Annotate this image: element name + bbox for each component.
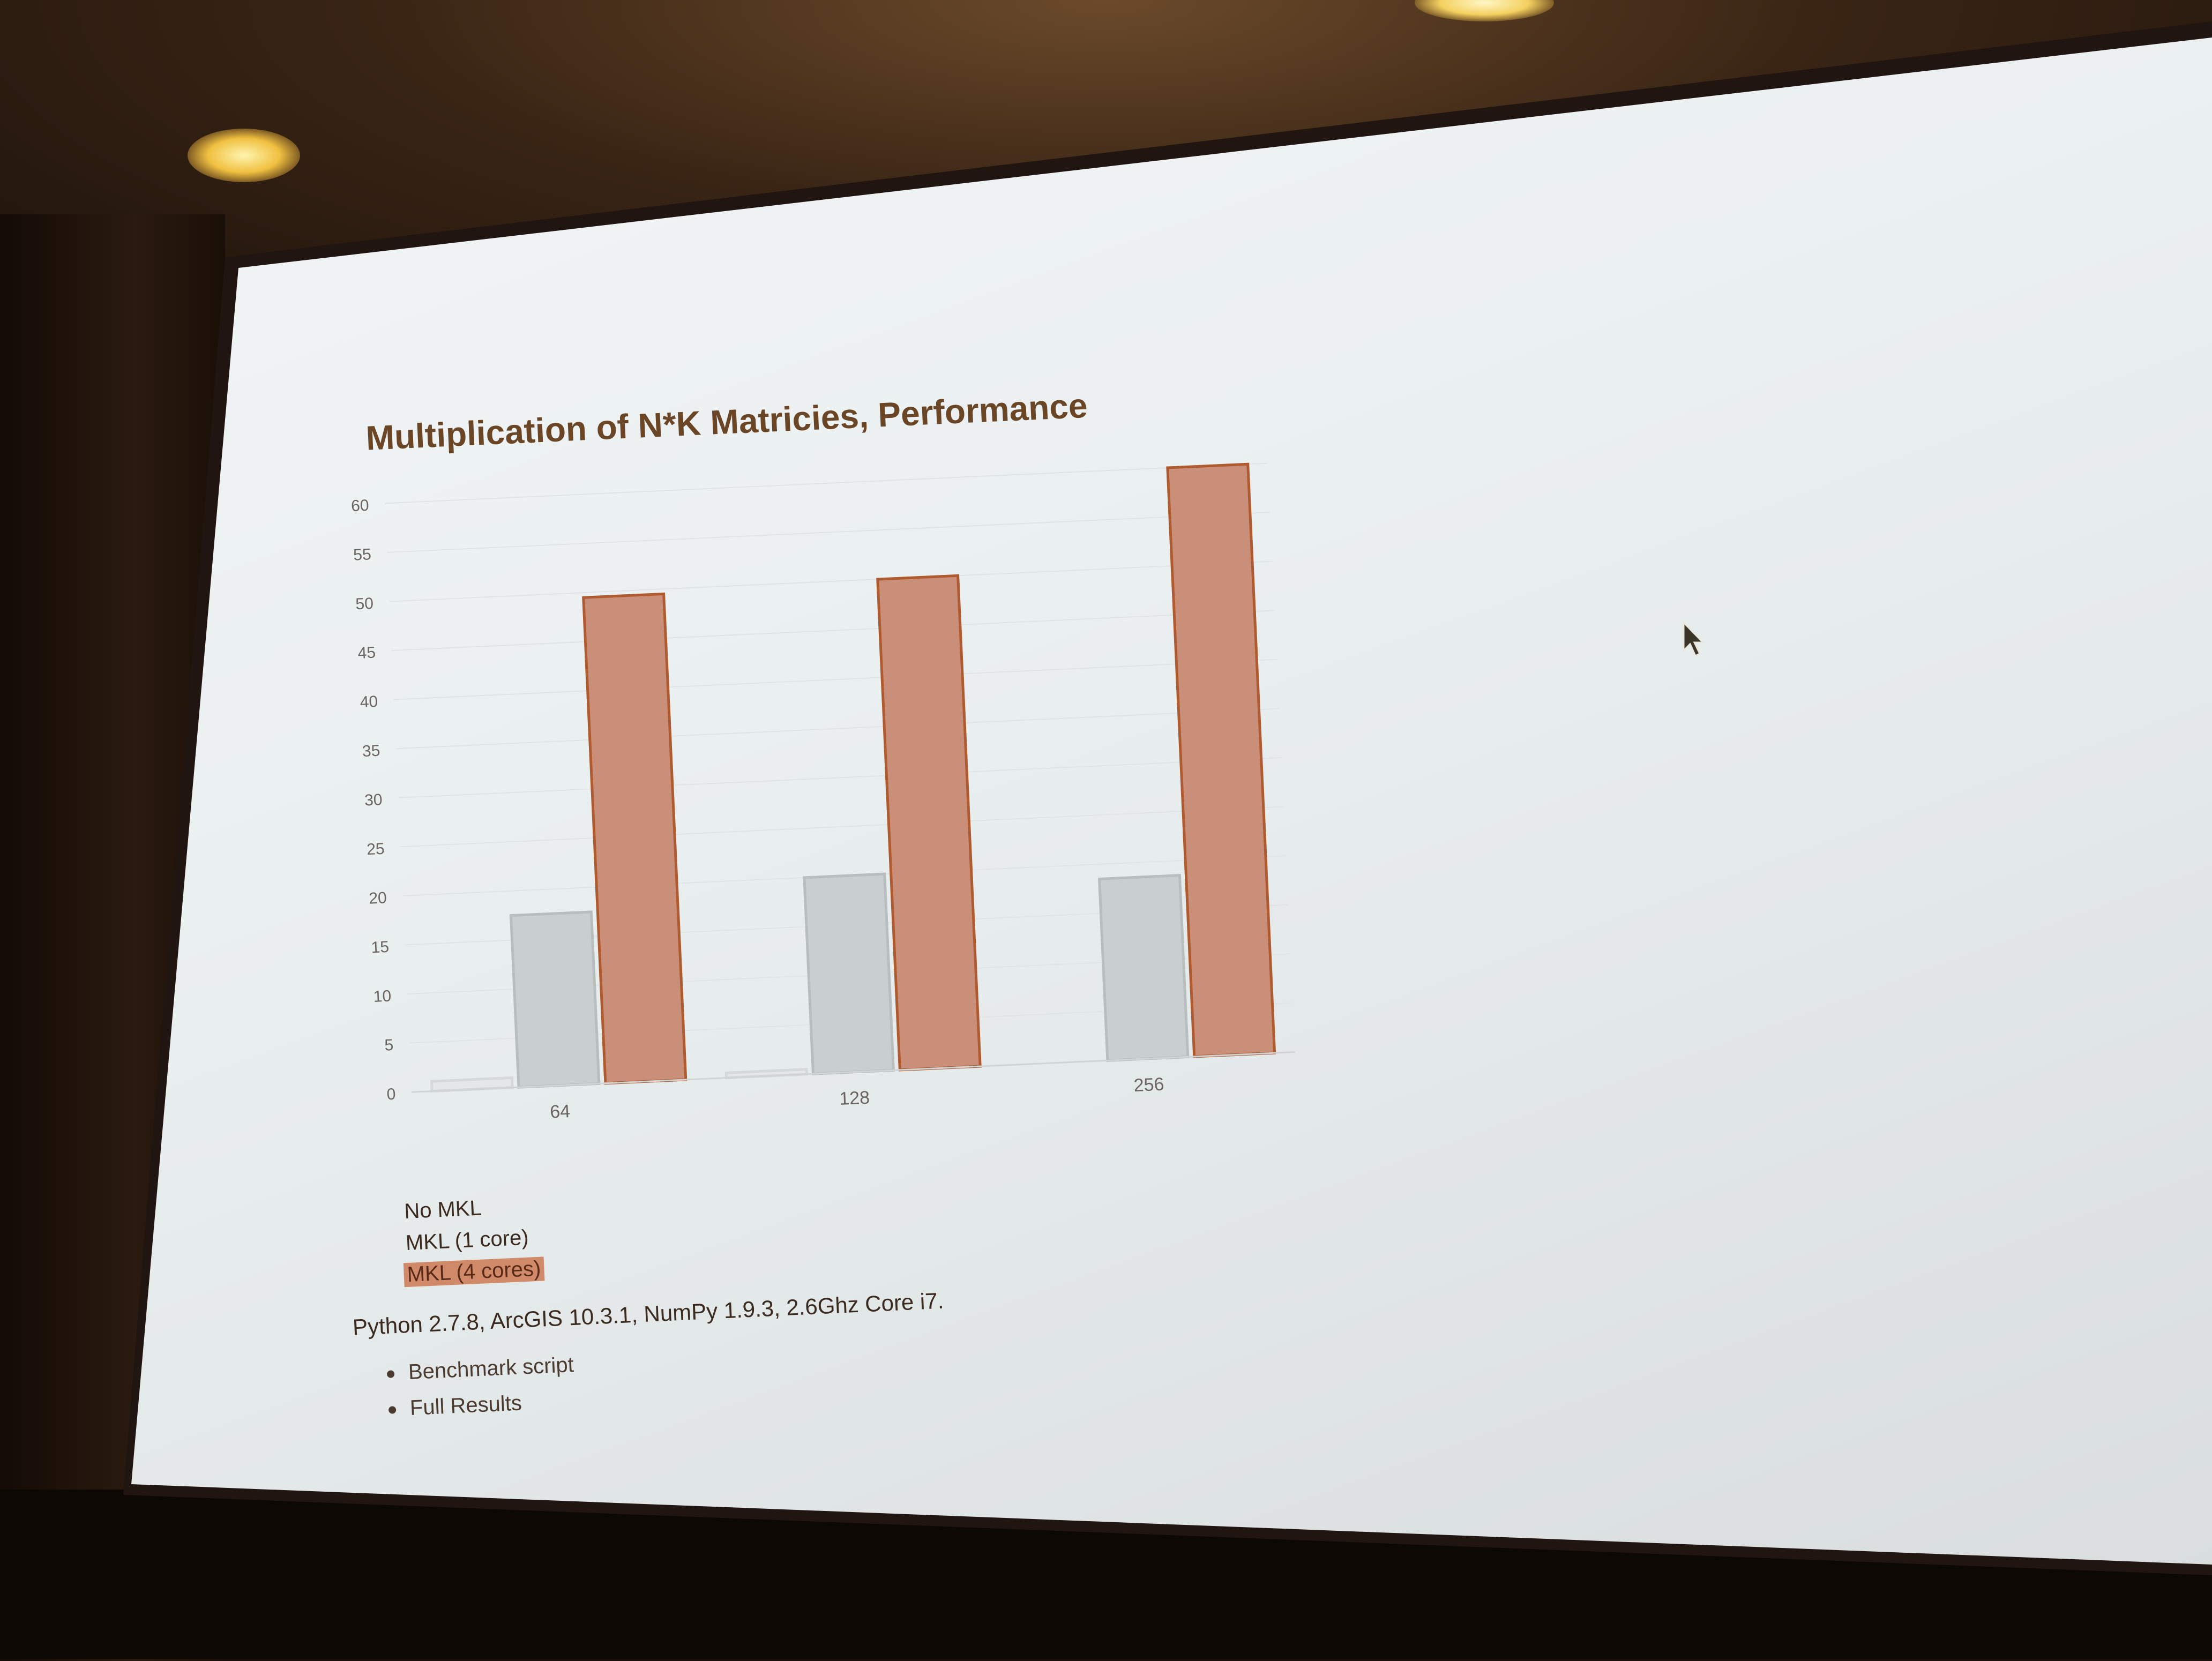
legend-item-no-mkl[interactable]: No MKL — [403, 1196, 482, 1224]
x-tick-label: 128 — [839, 1087, 870, 1109]
gridline — [398, 757, 1282, 798]
mouse-pointer-icon — [1683, 622, 1705, 657]
gridline — [396, 708, 1280, 750]
y-tick-label: 10 — [373, 987, 392, 1005]
x-tick-label: 64 — [549, 1101, 571, 1123]
y-tick-label: 35 — [362, 742, 380, 760]
legend: No MKL MKL (1 core) MKL (4 cores) — [400, 1194, 545, 1295]
gridline — [389, 560, 1273, 602]
gridline — [400, 806, 1284, 848]
list-item: Full Results — [388, 1389, 576, 1421]
bar — [1097, 874, 1190, 1062]
bar — [509, 910, 601, 1089]
bullet-icon — [388, 1406, 397, 1415]
bar — [803, 872, 895, 1075]
bar-chart: 0 5 10 15 20 25 30 35 40 45 50 55 60 64 128 256 — [350, 462, 1295, 1123]
slide: Multiplication of N*K Matricies, Perform… — [257, 330, 2019, 1467]
y-tick-label: 0 — [386, 1086, 396, 1104]
y-tick-label: 40 — [360, 693, 378, 711]
y-tick-label: 45 — [357, 644, 376, 662]
gridline — [385, 462, 1268, 504]
list-item: Benchmark script — [386, 1353, 574, 1386]
y-tick-label: 55 — [353, 545, 372, 564]
chart-area: 0 5 10 15 20 25 30 35 40 45 50 55 60 64 128 256 — [315, 444, 1362, 1159]
y-tick-label: 30 — [364, 791, 383, 809]
x-axis-line — [412, 1051, 1295, 1093]
ceiling-light-left — [188, 129, 300, 182]
chart-title: Multiplication of N*K Matricies, Perform… — [365, 386, 1088, 458]
y-tick-label: 20 — [369, 889, 387, 907]
y-tick-label: 50 — [355, 595, 374, 613]
bar — [876, 574, 982, 1072]
y-tick-label: 5 — [384, 1036, 394, 1054]
full-results-link[interactable]: Full Results — [409, 1391, 522, 1420]
legend-item-mkl-4-cores[interactable]: MKL (4 cores) — [403, 1256, 545, 1288]
y-tick-label: 15 — [371, 938, 390, 956]
gridline — [393, 659, 1277, 700]
benchmark-script-link[interactable]: Benchmark script — [407, 1353, 574, 1385]
links-list: Benchmark script Full Results — [386, 1353, 577, 1433]
legend-item-mkl-1-core[interactable]: MKL (1 core) — [405, 1225, 529, 1255]
y-tick-label: 25 — [367, 840, 385, 858]
gridline — [391, 610, 1275, 652]
bullet-icon — [386, 1370, 395, 1379]
y-tick-label: 60 — [350, 497, 369, 515]
bar — [582, 592, 687, 1085]
x-tick-label: 256 — [1133, 1074, 1164, 1096]
environment-note: Python 2.7.8, ArcGIS 10.3.1, NumPy 1.9.3… — [352, 1288, 945, 1340]
gridline — [387, 512, 1271, 553]
